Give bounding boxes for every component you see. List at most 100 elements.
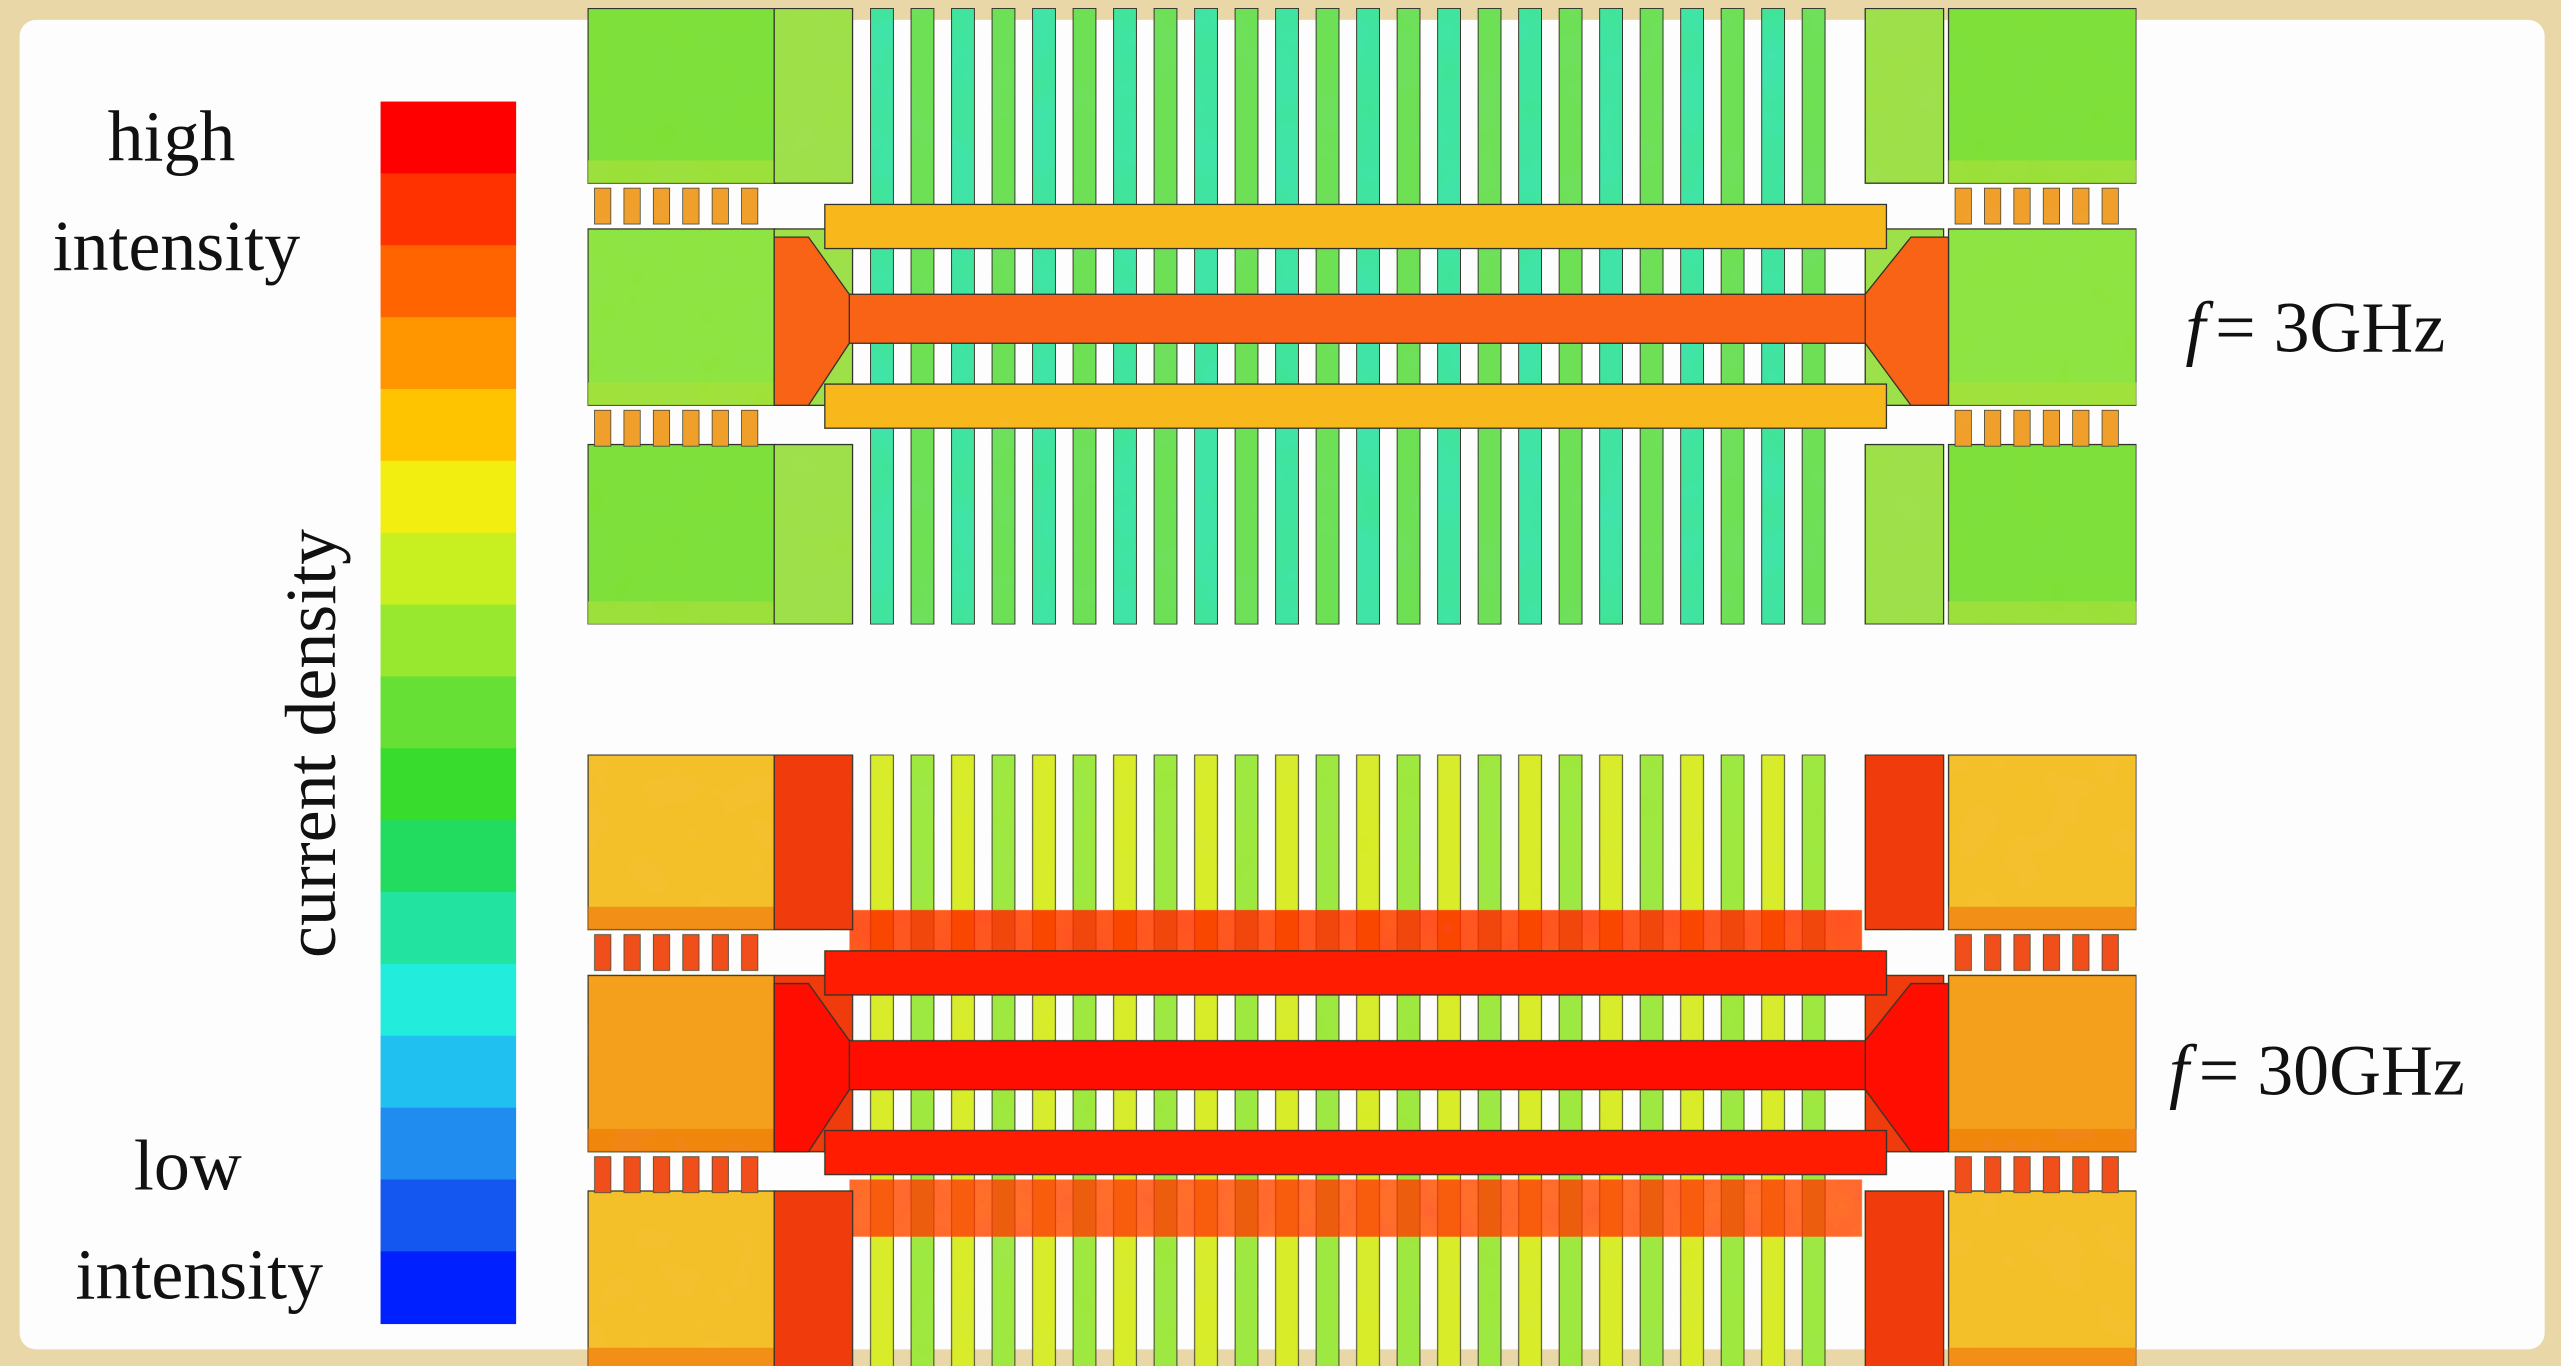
- column: [1865, 755, 1943, 930]
- stub: [683, 935, 699, 971]
- colorbar-band: [381, 461, 517, 534]
- line: [825, 384, 1887, 428]
- frequency-label: f= 30GHz: [2169, 1031, 2465, 1111]
- high-label: high: [108, 96, 236, 176]
- stub: [624, 188, 640, 224]
- stub: [1955, 935, 1971, 971]
- line: [808, 1041, 1902, 1090]
- stub: [653, 410, 669, 446]
- high-label: intensity: [53, 206, 301, 286]
- ground-pad: [1949, 975, 2137, 1151]
- pad-edge: [1949, 382, 2137, 405]
- stub: [624, 935, 640, 971]
- stub: [624, 1157, 640, 1193]
- stub: [1955, 1157, 1971, 1193]
- frequency-label: f= 3GHz: [2185, 287, 2445, 367]
- pad-edge: [1949, 601, 2137, 624]
- stub: [742, 1157, 758, 1193]
- colorbar-band: [381, 964, 517, 1037]
- stub: [683, 188, 699, 224]
- column: [774, 755, 852, 930]
- column: [1865, 445, 1943, 625]
- colorbar-band: [381, 892, 517, 965]
- ground-pad: [1949, 229, 2137, 405]
- low-label: low: [134, 1125, 242, 1205]
- colorbar-band: [381, 317, 517, 390]
- pad-edge: [1949, 1348, 2137, 1366]
- stub: [624, 410, 640, 446]
- colorbar-band: [381, 1180, 517, 1253]
- stub: [742, 410, 758, 446]
- stub: [1955, 188, 1971, 224]
- ground-pad: [588, 975, 776, 1151]
- colorbar-band: [381, 820, 517, 893]
- frequency-value: = 30GHz: [2199, 1031, 2465, 1111]
- ground-pad: [588, 445, 776, 625]
- ground-pad: [588, 1191, 776, 1366]
- line: [808, 294, 1902, 343]
- ground-pad: [1949, 755, 2137, 930]
- colorbar-band: [381, 1251, 517, 1324]
- stub: [595, 1157, 611, 1193]
- stub: [712, 410, 728, 446]
- stub: [2102, 188, 2118, 224]
- stub: [2043, 188, 2059, 224]
- stub: [712, 1157, 728, 1193]
- colorbar-band: [381, 533, 517, 606]
- stub: [2043, 410, 2059, 446]
- stub: [1984, 1157, 2000, 1193]
- page: {"colorbar": {"title": "current density"…: [0, 0, 2561, 1366]
- hot-zone: [849, 1180, 1862, 1237]
- pad-edge: [1949, 160, 2137, 183]
- colorbar-band: [381, 748, 517, 821]
- pad-edge: [588, 907, 776, 930]
- pad-edge: [1949, 907, 2137, 930]
- colorbar-band: [381, 389, 517, 462]
- stub: [2102, 1157, 2118, 1193]
- colorbar-band: [381, 1108, 517, 1181]
- stub: [653, 1157, 669, 1193]
- pad-edge: [588, 1129, 776, 1152]
- ground-pad: [1949, 8, 2137, 183]
- ground-pad: [588, 755, 776, 930]
- pad-edge: [588, 601, 776, 624]
- stub: [712, 935, 728, 971]
- colorbar-band: [381, 676, 517, 749]
- stub: [2043, 1157, 2059, 1193]
- stub: [742, 935, 758, 971]
- stub: [595, 410, 611, 446]
- column: [774, 445, 852, 625]
- stub: [2073, 935, 2089, 971]
- stub: [595, 188, 611, 224]
- ground-pad: [1949, 445, 2137, 625]
- stub: [683, 1157, 699, 1193]
- low-label: intensity: [76, 1235, 324, 1315]
- stub: [595, 935, 611, 971]
- stub: [1984, 188, 2000, 224]
- ground-pad: [588, 8, 776, 183]
- stub: [712, 188, 728, 224]
- stub: [2073, 1157, 2089, 1193]
- stub: [2014, 410, 2030, 446]
- colorbar-band: [381, 245, 517, 318]
- stub: [2014, 188, 2030, 224]
- stub: [1984, 935, 2000, 971]
- colorbar-band: [381, 173, 517, 246]
- pad-edge: [588, 1348, 776, 1366]
- frequency-value: = 3GHz: [2215, 287, 2445, 367]
- line: [825, 204, 1887, 248]
- colorbar-band: [381, 605, 517, 678]
- pad-edge: [1949, 1129, 2137, 1152]
- stub: [742, 188, 758, 224]
- line: [825, 1131, 1887, 1175]
- colorbar-band: [381, 1036, 517, 1109]
- stub: [2102, 935, 2118, 971]
- stub: [2073, 188, 2089, 224]
- pad-edge: [588, 160, 776, 183]
- colorbar-band: [381, 102, 517, 175]
- stub: [2073, 410, 2089, 446]
- colorbar: [381, 102, 517, 1325]
- stub: [653, 188, 669, 224]
- stub: [2102, 410, 2118, 446]
- field-map: [588, 8, 2136, 624]
